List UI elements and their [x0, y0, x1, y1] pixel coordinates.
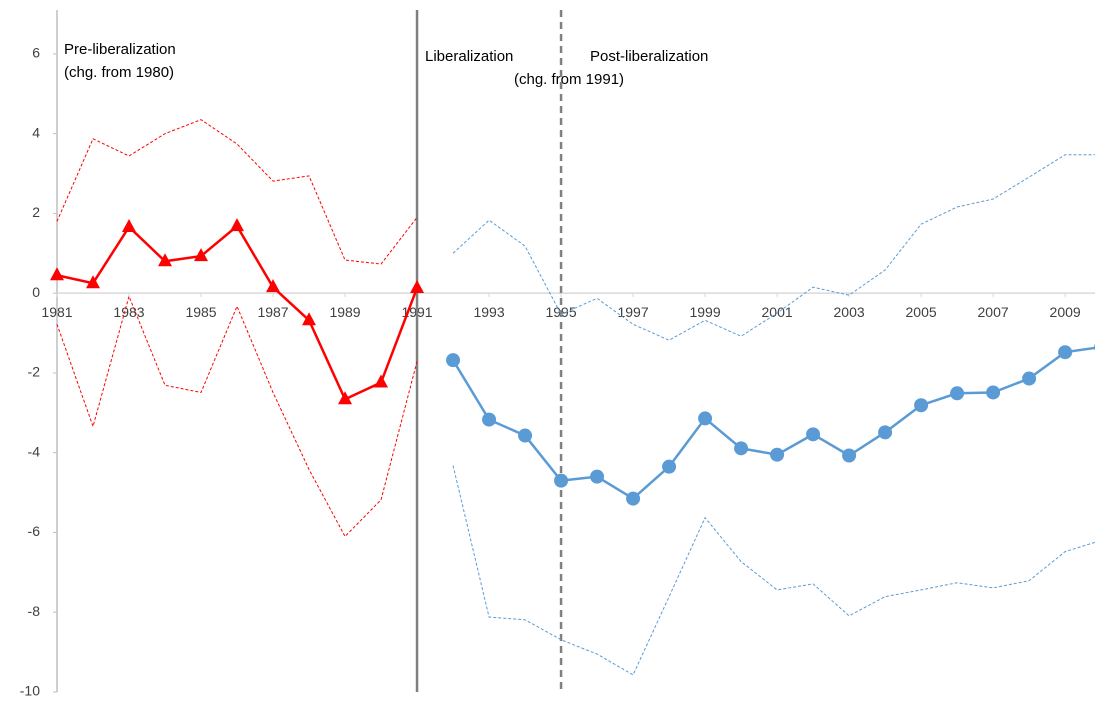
annotation: Post-liberalization — [590, 48, 708, 65]
point — [734, 441, 749, 456]
series-line — [56, 119, 418, 265]
point — [230, 218, 245, 232]
point — [446, 353, 461, 368]
point — [266, 279, 281, 293]
point — [482, 412, 497, 427]
point — [1022, 371, 1037, 386]
x-tick-label: 2005 — [906, 304, 937, 320]
x-tick-label: 2001 — [762, 304, 793, 320]
point — [194, 248, 209, 262]
point — [410, 279, 425, 293]
y-tick-label: 6 — [32, 45, 40, 61]
point — [986, 385, 1001, 400]
point — [338, 391, 353, 405]
point — [158, 253, 173, 267]
y-tick-label: 2 — [32, 204, 40, 220]
point — [698, 411, 713, 426]
x-tick-label: 1999 — [689, 304, 720, 320]
point — [878, 425, 893, 440]
y-tick-label: -10 — [20, 683, 40, 699]
annotation: Pre-liberalization — [64, 41, 176, 58]
x-tick-label: 2009 — [1050, 304, 1081, 320]
point — [662, 459, 677, 474]
series-line — [56, 294, 418, 538]
point — [374, 374, 389, 388]
x-tick-label: 1987 — [257, 304, 288, 320]
point — [806, 427, 821, 442]
y-tick-label: 0 — [32, 284, 40, 300]
x-tick-label: 1989 — [329, 304, 360, 320]
point — [554, 473, 569, 488]
point — [950, 386, 965, 401]
point — [122, 218, 137, 232]
point — [842, 448, 857, 463]
y-tick-label: -8 — [28, 603, 41, 619]
x-tick-label: 1983 — [113, 304, 144, 320]
series-line — [452, 154, 1095, 341]
y-tick-label: -4 — [28, 443, 41, 459]
point — [914, 398, 929, 413]
point — [590, 469, 605, 484]
annotation: (chg. from 1991) — [514, 71, 624, 88]
x-tick-label: 2003 — [834, 304, 865, 320]
annotation: Liberalization — [425, 48, 513, 65]
y-tick-label: -2 — [28, 364, 41, 380]
x-tick-label: 1997 — [617, 304, 648, 320]
series-line — [451, 346, 1095, 501]
point — [1058, 345, 1073, 360]
plot-area — [50, 119, 1095, 676]
series-line — [452, 465, 1095, 676]
point — [50, 267, 64, 281]
y-tick-label: -6 — [28, 523, 41, 539]
point — [518, 428, 533, 443]
annotation: (chg. from 1980) — [64, 64, 174, 81]
y-tick-label: 4 — [32, 124, 40, 140]
point — [626, 491, 641, 506]
series-line — [56, 224, 419, 401]
x-tick-label: 1993 — [473, 304, 504, 320]
point — [770, 447, 785, 462]
x-tick-label: 1985 — [185, 304, 216, 320]
point — [86, 275, 101, 289]
x-tick-label: 2007 — [978, 304, 1009, 320]
x-tick-label: 1981 — [41, 304, 72, 320]
point — [302, 312, 317, 326]
